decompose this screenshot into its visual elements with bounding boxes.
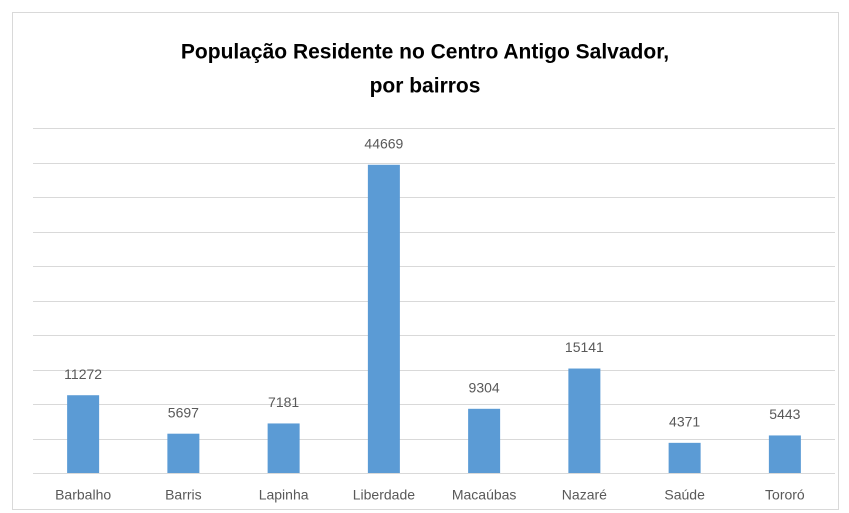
x-tick-label: Tororó: [765, 487, 805, 503]
x-tick-label: Liberdade: [353, 487, 415, 503]
bar: [367, 164, 400, 473]
data-label: 5443: [769, 406, 800, 422]
bar: [468, 408, 501, 473]
data-label: 4371: [669, 414, 700, 430]
bar: [668, 442, 701, 473]
x-tick-label: Barbalho: [55, 487, 111, 503]
data-label: 9304: [469, 380, 500, 396]
bar: [167, 433, 200, 473]
x-tick-label: Saúde: [664, 487, 705, 503]
bar: [768, 435, 801, 473]
x-tick-label: Macaúbas: [452, 487, 517, 503]
bar: [67, 395, 100, 473]
data-label: 7181: [268, 394, 299, 410]
data-label: 5697: [168, 404, 199, 420]
x-tick-label: Nazaré: [562, 487, 607, 503]
chart-frame: [12, 12, 839, 510]
bar: [568, 368, 601, 473]
x-tick-label: Barris: [165, 487, 202, 503]
data-label: 44669: [364, 135, 403, 151]
x-tick-label: Lapinha: [259, 487, 309, 503]
chart-title: por bairros: [370, 75, 481, 98]
data-label: 11272: [64, 366, 102, 382]
chart-title: População Residente no Centro Antigo Sal…: [181, 41, 669, 64]
data-label: 15141: [565, 339, 604, 355]
bar: [267, 423, 300, 473]
